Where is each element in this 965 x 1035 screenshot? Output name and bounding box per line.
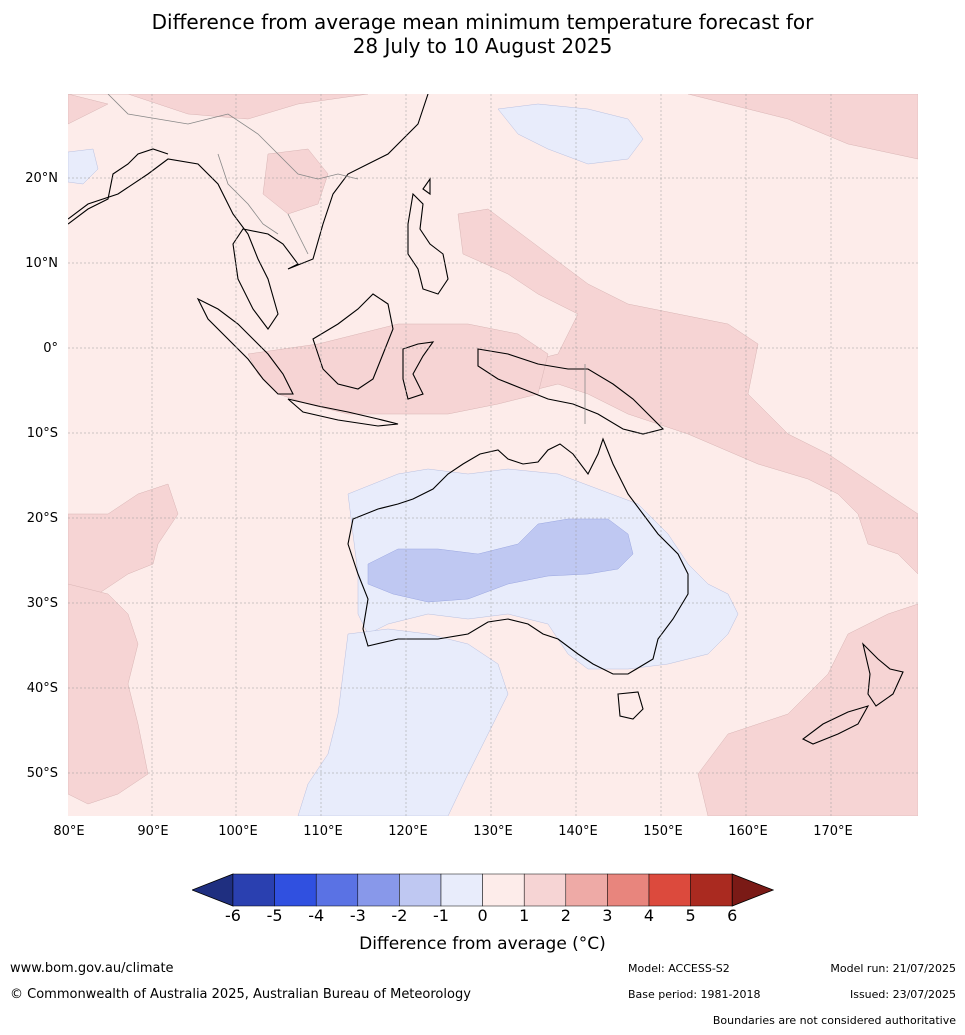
philippines-coastline [407,192,449,295]
colorbar-tick--3: -3 [349,906,366,925]
lon-label-170e: 170°E [813,824,853,839]
map-canvas [68,94,918,816]
anomaly-minus2-to-minus1-region [367,518,634,603]
forecast-map [68,94,918,816]
colorbar-tick-3: 3 [602,906,613,925]
tasmania-coastline [617,691,644,720]
colorbar-arrow-high [731,873,774,907]
title-line-1: Difference from average mean minimum tem… [151,10,814,34]
lon-label-100e: 100°E [218,824,258,839]
lon-label-90e: 90°E [137,824,169,839]
colorbar-segment-0-to-1 [482,873,525,907]
lon-label-140e: 140°E [558,824,598,839]
borneo-coastline [312,293,394,390]
colorbar-tick-5: 5 [685,906,696,925]
boundaries-disclaimer: Boundaries are not considered authoritat… [712,1014,956,1027]
colorbar-segment--4-to--3 [315,873,359,907]
colorbar-tick--6: -6 [225,906,241,925]
model-text: Model: ACCESS-S2 [628,962,730,975]
map-title: Difference from average mean minimum tem… [0,10,965,58]
colorbar-tick-1: 1 [519,906,530,925]
lon-label-130e: 130°E [473,824,513,839]
java-coastline [287,398,399,427]
colorbar-arrow-low [192,873,234,907]
colorbar-tick--2: -2 [391,906,408,925]
title-line-2: 28 July to 10 August 2025 [352,34,613,58]
colorbar-segment--1-to-0 [440,873,483,907]
base-period-text: Base period: 1981-2018 [628,988,761,1001]
model-run-text: Model run: 21/07/2025 [830,962,956,975]
lon-label-110e: 110°E [303,824,343,839]
lat-label-30s: 30°S [26,596,58,611]
new-zealand-north-coastline [862,642,904,707]
lat-label-20n: 20°N [25,171,58,186]
colorbar-tick-4: 4 [643,906,655,925]
colorbar-segment--3-to--2 [357,873,400,907]
copyright-text: © Commonwealth of Australia 2025, Austra… [10,987,471,1002]
colorbar-label: Difference from average (°C) [359,934,606,954]
lat-label-0: 0° [43,341,58,356]
colorbar-segment--6-to--5 [232,873,275,907]
lon-label-120e: 120°E [388,824,428,839]
graticule [68,94,918,816]
colorbar-segment--5-to--4 [274,873,317,907]
colorbar-tick-6: 6 [727,906,738,925]
colorbar-segment--2-to--1 [399,873,442,907]
colorbar-segment-3-to-4 [607,873,650,907]
sumatra-coastline [196,297,294,395]
taiwan-coastline [422,177,431,196]
lat-label-20s: 20°S [26,511,58,526]
colorbar-tick-2: 2 [560,906,571,925]
colorbar-tick-0: 0 [477,906,488,925]
lat-label-10n: 10°N [25,256,58,271]
lat-label-40s: 40°S [26,681,58,696]
lon-label-80e: 80°E [53,824,85,839]
colorbar-segment-4-to-5 [648,873,691,907]
new-guinea-coastline [477,348,665,435]
coastlines [68,94,904,745]
lon-label-160e: 160°E [728,824,768,839]
anomaly-1-to-2-regions [68,94,918,816]
australia-coastline [347,437,689,675]
lat-label-10s: 10°S [26,426,58,441]
asia-mainland-coastline [68,94,429,330]
colorbar-segment-1-to-2 [523,873,567,907]
colorbar-segment-5-to-6 [690,873,733,907]
sulawesi-coastline [402,341,435,400]
colorbar-tick--4: -4 [308,906,325,925]
colorbar-tick--5: -5 [266,906,283,925]
website-link[interactable]: www.bom.gov.au/climate [10,961,174,976]
new-zealand-south-coastline [801,705,870,745]
colorbar-segment-2-to-3 [565,873,608,907]
issued-text: Issued: 23/07/2025 [849,988,956,1001]
colorbar [192,873,774,907]
lon-label-150e: 150°E [643,824,683,839]
india-coastline [68,148,169,225]
colorbar-tick--1: -1 [433,906,449,925]
lat-label-50s: 50°S [26,766,58,781]
